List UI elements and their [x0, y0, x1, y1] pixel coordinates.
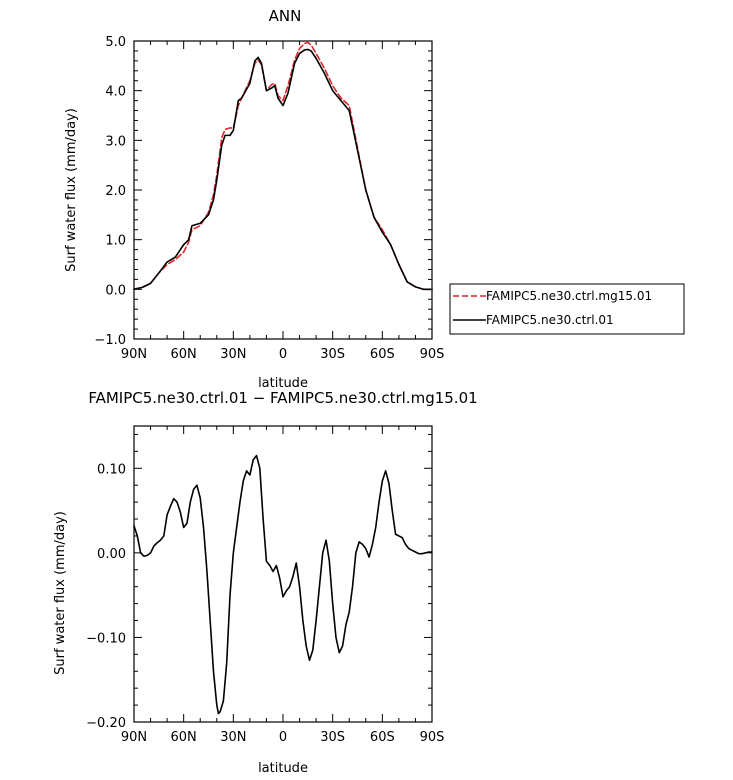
bottom-y-tick-label: 0.00	[97, 547, 126, 562]
top-x-tick-label: 90S	[420, 347, 445, 362]
top-y-tick-label: 0.0	[105, 283, 126, 298]
bottom-x-tick-label: 30N	[220, 730, 246, 745]
top-x-tick-label: 90N	[121, 347, 147, 362]
top-x-tick-label: 0	[279, 347, 287, 362]
top-y-tick-label: −1.0	[94, 333, 126, 348]
legend-label-mg15: FAMIPC5.ne30.ctrl.mg15.01	[486, 289, 652, 303]
top-x-tick-label: 30N	[220, 347, 246, 362]
bottom-y-tick-label: −0.10	[86, 631, 126, 646]
bottom-chart-title: FAMIPC5.ne30.ctrl.01 − FAMIPC5.ne30.ctrl…	[88, 389, 477, 407]
bottom-series-line-0	[133, 454, 433, 715]
top-series-line-1	[133, 48, 433, 291]
bottom-ticks: 90N 60N 30N 0 30S 60S 90S −0.20 −0.10 0.00 0.10	[86, 426, 444, 745]
top-x-tick-label: 60S	[370, 347, 395, 362]
top-y-tick-label: 4.0	[105, 85, 126, 100]
bottom-panel: FAMIPC5.ne30.ctrl.01 − FAMIPC5.ne30.ctrl…	[53, 389, 478, 776]
top-y-tick-label: 2.0	[105, 184, 126, 199]
top-ticks: 90N 60N 30N 0 30S 60S 90S −1.0 0.0 1.0 2.0 3.0 4.0 5.…	[94, 35, 444, 362]
legend-box	[449, 283, 685, 335]
top-plot-frame	[133, 40, 433, 340]
bottom-x-axis-label: latitude	[258, 761, 308, 776]
bottom-x-tick-label: 90S	[420, 730, 445, 745]
top-y-tick-label: 1.0	[105, 234, 126, 249]
top-x-tick-label: 60N	[171, 347, 197, 362]
bottom-lines	[133, 454, 433, 715]
legend: FAMIPC5.ne30.ctrl.mg15.01 FAMIPC5.ne30.c…	[449, 283, 685, 335]
bottom-x-tick-label: 0	[279, 730, 287, 745]
bottom-x-tick-label: 60N	[171, 730, 197, 745]
top-x-tick-label: 30S	[320, 347, 345, 362]
top-y-axis-label: Surf water flux (mm/day)	[64, 108, 79, 272]
bottom-y-tick-label: −0.20	[86, 716, 126, 731]
top-panel: ANN 90N 60N 30N 0 30S 60S 90S −1.0 0.0 1.0 2.0 3.0 4…	[64, 7, 444, 391]
bottom-x-tick-label: 90N	[121, 730, 147, 745]
bottom-y-axis-label: Surf water flux (mm/day)	[53, 511, 68, 675]
legend-label-ctrl: FAMIPC5.ne30.ctrl.01	[486, 313, 614, 327]
bottom-plot-frame	[133, 425, 433, 723]
bottom-x-tick-label: 60S	[370, 730, 395, 745]
top-lines	[133, 41, 433, 291]
top-y-tick-label: 5.0	[105, 35, 126, 50]
top-chart-title: ANN	[269, 7, 302, 25]
top-y-tick-label: 3.0	[105, 134, 126, 149]
top-x-axis-label: latitude	[258, 376, 308, 391]
bottom-x-tick-label: 30S	[320, 730, 345, 745]
bottom-y-tick-label: 0.10	[97, 462, 126, 477]
